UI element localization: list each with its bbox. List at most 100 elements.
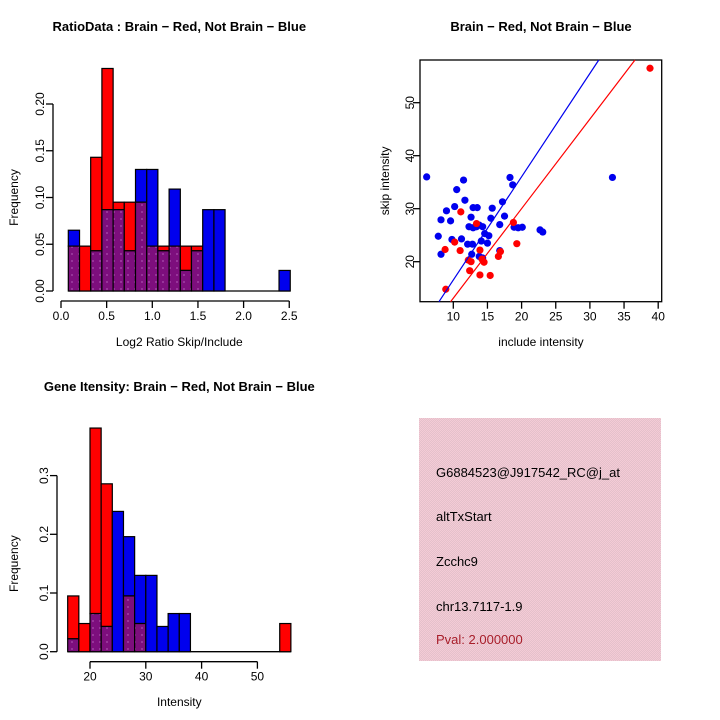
blue-data-point [442, 207, 451, 215]
red-data-point [486, 271, 494, 280]
blue-data-point [496, 221, 504, 229]
blue-bar-segment [134, 574, 147, 625]
blue-data-point [451, 202, 459, 211]
blue-bar-segment [145, 574, 158, 653]
red-data-point [442, 285, 450, 293]
overlap-bar-segment [190, 250, 204, 292]
y-axis-title: skip intensity [378, 146, 392, 215]
red-bar-segment [78, 245, 92, 292]
blue-data-point [467, 213, 475, 221]
red-bar-segment [179, 245, 193, 272]
red-bar-segment [67, 595, 80, 640]
overlap-bar-segment [123, 250, 137, 292]
blue-bar-segment [156, 625, 169, 653]
x-axis-title: include intensity [498, 335, 583, 349]
gene-info-panel: G6884523@J917542_RC@j_at altTxStart Zcch… [360, 360, 720, 720]
overlap-bar-segment [100, 625, 113, 653]
blue-data-point [453, 186, 461, 194]
y-tick-label: 30 [403, 202, 417, 216]
blue-data-point [500, 212, 509, 220]
y-tick-label: 20 [403, 255, 417, 269]
overlap-bar-segment [146, 245, 159, 292]
blue-data-point [459, 176, 468, 184]
blue-data-point [483, 239, 492, 247]
red-data-point [457, 208, 465, 216]
red-data-point [441, 245, 449, 254]
overlap-bar-segment [67, 638, 80, 653]
red-data-point [494, 252, 502, 260]
red-data-point [466, 267, 474, 275]
x-tick-label: 2.0 [235, 309, 252, 323]
x-tick-label: 0.0 [53, 309, 70, 323]
blue-bar-segment [67, 229, 81, 247]
y-axis-title: Frequency [7, 535, 21, 592]
x-tick-label: 1.0 [144, 309, 161, 323]
blue-data-point [461, 196, 469, 204]
blue-data-point [506, 173, 514, 182]
red-data-point [513, 240, 521, 248]
red-bar-segment [112, 201, 125, 211]
x-tick-label: 25 [549, 310, 563, 324]
red-bar-segment [90, 156, 103, 252]
x-tick-label: 20 [515, 310, 529, 324]
overlap-bar-segment [89, 612, 102, 653]
x-tick-label: 30 [583, 310, 597, 324]
x-tick-label: 35 [617, 310, 631, 324]
overlap-bar-segment [168, 245, 181, 292]
x-tick-label: 2.5 [281, 309, 298, 323]
locus-text: chr13.7117-1.9 [436, 599, 523, 614]
red-data-point [476, 246, 484, 254]
blue-data-point [473, 204, 481, 212]
x-tick-label: 0.5 [98, 309, 115, 323]
red-bar-segment [190, 245, 204, 252]
red-fit-line [450, 59, 636, 303]
y-tick-label: 0.3 [37, 467, 51, 484]
red-bar-segment [100, 483, 113, 628]
red-data-point [451, 238, 459, 246]
blue-fit-line [438, 59, 600, 303]
y-tick-label: 0.15 [33, 139, 47, 163]
event-type-text: altTxStart [436, 509, 492, 524]
probe-id-text: G6884523@J917542_RC@j_at [436, 465, 620, 480]
red-bar-segment [279, 622, 292, 653]
x-tick-label: 10 [447, 310, 461, 324]
y-tick-label: 50 [403, 96, 417, 110]
x-tick-label: 40 [195, 670, 209, 684]
y-tick-label: 0.20 [33, 92, 47, 116]
blue-data-point [477, 237, 485, 245]
red-data-point [646, 64, 654, 72]
x-tick-label: 15 [481, 310, 495, 324]
blue-data-point [539, 228, 547, 236]
blue-data-point [488, 204, 496, 212]
red-data-point [472, 219, 481, 228]
x-tick-label: 1.5 [190, 309, 207, 323]
pval-text: Pval: 2.000000 [436, 632, 523, 647]
intensity-scatter-panel: Brain − Red, Not Brain − Blue 10 15 20 25 30 3… [360, 0, 720, 360]
overlap-bar-segment [134, 622, 147, 653]
blue-bar-segment [146, 168, 159, 247]
blue-data-point [437, 250, 445, 258]
blue-bar-segment [134, 168, 148, 203]
blue-data-point [468, 250, 476, 258]
x-axis-title: Intensity [157, 695, 202, 709]
overlap-bar-segment [179, 269, 193, 292]
x-tick-label: 20 [83, 670, 97, 684]
plot-box [419, 59, 663, 303]
blue-bar-segment [213, 209, 226, 292]
ratio-histogram-panel: RatioData : Brain − Red, Not Brain − Blu… [0, 0, 360, 360]
overlap-bar-segment [67, 245, 81, 292]
blue-bar-segment [111, 510, 125, 653]
y-tick-label: 0.00 [33, 279, 47, 303]
blue-bar-segment [122, 536, 136, 597]
blue-bar-segment [178, 612, 192, 653]
chart-title: Gene Itensity: Brain − Red, Not Brain − … [44, 379, 315, 394]
overlap-bar-segment [112, 209, 125, 292]
blue-data-point [446, 217, 455, 225]
y-tick-label: 0.1 [37, 584, 51, 601]
overlap-bar-segment [157, 250, 170, 292]
y-tick-label: 0.2 [37, 526, 51, 543]
red-bar-segment [78, 622, 91, 653]
chart-title: RatioData : Brain − Red, Not Brain − Blu… [53, 19, 307, 34]
blue-bar-segment [278, 269, 291, 292]
blue-data-point [518, 223, 526, 231]
